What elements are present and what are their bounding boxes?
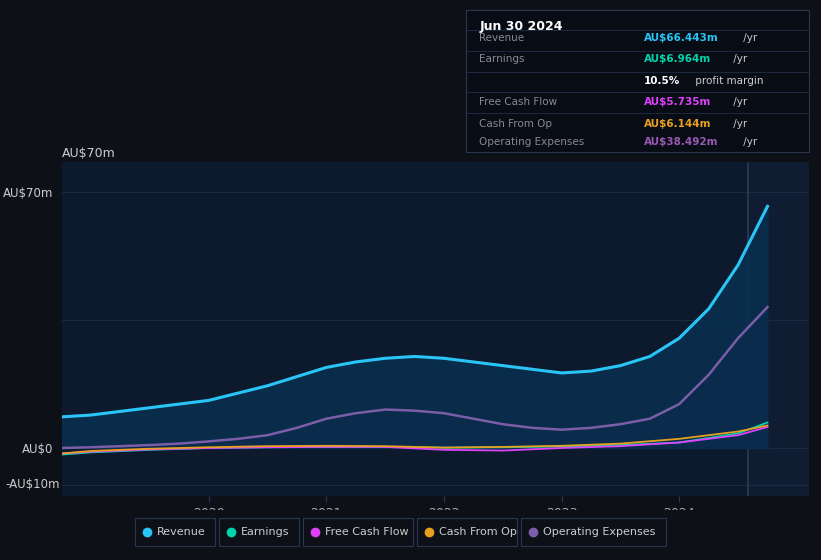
Text: AU$5.735m: AU$5.735m	[644, 97, 711, 108]
Text: AU$6.144m: AU$6.144m	[644, 119, 712, 129]
Text: Earnings: Earnings	[479, 54, 525, 64]
Text: Cash From Op: Cash From Op	[439, 527, 517, 537]
FancyBboxPatch shape	[417, 518, 517, 546]
Text: AU$66.443m: AU$66.443m	[644, 33, 718, 43]
Text: Revenue: Revenue	[157, 527, 206, 537]
Text: Operating Expenses: Operating Expenses	[479, 137, 585, 147]
Text: /yr: /yr	[731, 54, 748, 64]
Text: Free Cash Flow: Free Cash Flow	[479, 97, 557, 108]
Text: AU$70m: AU$70m	[62, 147, 115, 160]
Text: /yr: /yr	[731, 119, 748, 129]
Text: AU$38.492m: AU$38.492m	[644, 137, 718, 147]
Text: AU$6.964m: AU$6.964m	[644, 54, 711, 64]
FancyBboxPatch shape	[219, 518, 299, 546]
Text: Free Cash Flow: Free Cash Flow	[325, 527, 409, 537]
Text: Jun 30 2024: Jun 30 2024	[479, 20, 562, 32]
Text: /yr: /yr	[740, 33, 757, 43]
FancyBboxPatch shape	[521, 518, 666, 546]
FancyBboxPatch shape	[135, 518, 215, 546]
Text: Revenue: Revenue	[479, 33, 525, 43]
Text: profit margin: profit margin	[692, 76, 764, 86]
FancyBboxPatch shape	[303, 518, 413, 546]
Text: Operating Expenses: Operating Expenses	[543, 527, 655, 537]
Text: Cash From Op: Cash From Op	[479, 119, 553, 129]
Bar	[747, 162, 809, 496]
Text: /yr: /yr	[731, 97, 748, 108]
Text: /yr: /yr	[740, 137, 757, 147]
Text: Earnings: Earnings	[241, 527, 290, 537]
Text: -AU$10m: -AU$10m	[6, 478, 60, 491]
Text: 10.5%: 10.5%	[644, 76, 681, 86]
